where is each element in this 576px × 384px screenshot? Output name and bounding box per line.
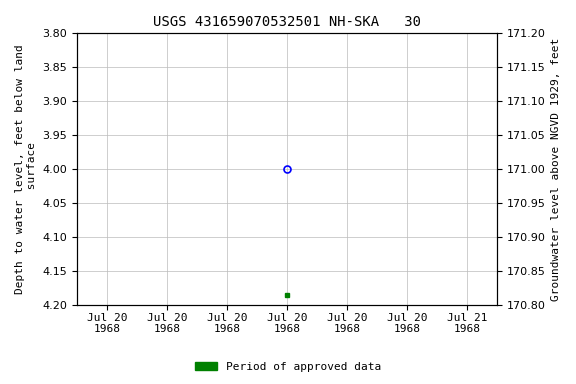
Title: USGS 431659070532501 NH-SKA   30: USGS 431659070532501 NH-SKA 30 xyxy=(153,15,421,29)
Y-axis label: Depth to water level, feet below land
 surface: Depth to water level, feet below land su… xyxy=(15,44,37,294)
Legend: Period of approved data: Period of approved data xyxy=(191,358,385,377)
Y-axis label: Groundwater level above NGVD 1929, feet: Groundwater level above NGVD 1929, feet xyxy=(551,38,561,301)
